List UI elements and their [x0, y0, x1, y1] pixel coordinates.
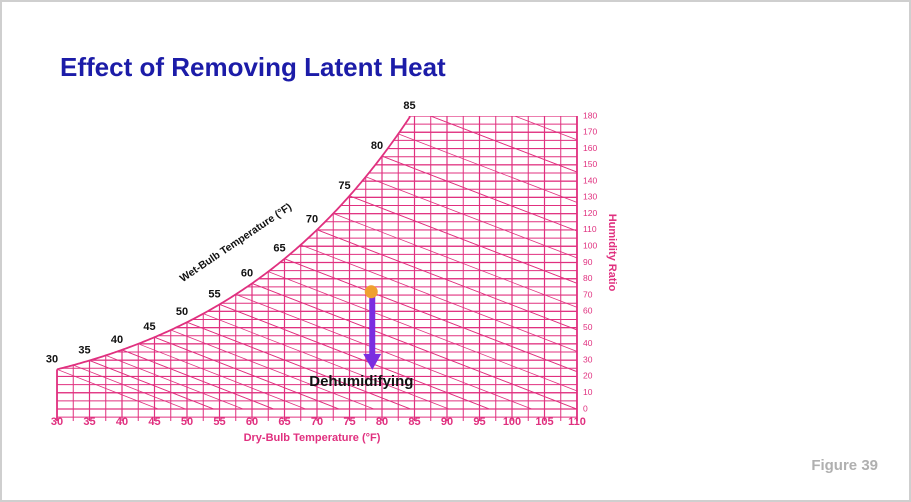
y-tick-label: 160: [583, 143, 597, 153]
x-axis-label: Dry-Bulb Temperature (°F): [244, 432, 381, 444]
y-tick-label: 110: [583, 224, 597, 234]
x-tick-label: 45: [148, 416, 160, 428]
x-tick-label: 60: [246, 416, 258, 428]
x-tick-label: 110: [568, 416, 586, 428]
x-tick-label: 105: [535, 416, 553, 428]
y-tick-label: 50: [583, 322, 593, 332]
wet-bulb-label: 30: [46, 353, 58, 365]
y-tick-label: 40: [583, 338, 593, 348]
y-tick-label: 0: [583, 403, 588, 413]
y-tick-label: 90: [583, 257, 593, 267]
y-tick-label: 130: [583, 192, 597, 202]
x-tick-label: 75: [343, 416, 355, 428]
y-tick-label: 10: [583, 387, 593, 397]
y-tick-label: 120: [583, 208, 597, 218]
wet-bulb-label: 85: [403, 100, 415, 112]
x-tick-label: 55: [213, 416, 225, 428]
y-tick-label: 20: [583, 371, 593, 381]
wet-bulb-line: [121, 349, 274, 410]
y-tick-label: 70: [583, 289, 593, 299]
y-axis-label: Humidity Ratio: [606, 214, 618, 292]
wet-bulb-label: 65: [273, 243, 285, 255]
y-tick-label: 180: [583, 110, 597, 120]
wet-bulb-label: 75: [338, 180, 350, 192]
wet-bulb-line: [89, 360, 214, 410]
wet-bulb-line: [316, 229, 577, 410]
y-tick-label: 100: [583, 240, 597, 250]
process-arrow-shaft: [369, 291, 376, 356]
x-tick-label: 35: [83, 416, 95, 428]
wet-bulb-line: [414, 116, 577, 410]
wet-bulb-line: [235, 293, 532, 410]
wet-bulb-line: [333, 213, 577, 410]
wet-bulb-line: [300, 244, 577, 410]
wet-bulb-label: 60: [241, 267, 253, 279]
wet-bulb-line: [138, 343, 306, 410]
x-tick-label: 50: [181, 416, 193, 428]
wet-bulb-line: [398, 133, 577, 410]
saturation-curve: [56, 116, 411, 371]
x-tick-label: 100: [503, 416, 521, 428]
process-arrowhead: [363, 353, 382, 370]
x-tick-label: 85: [408, 416, 420, 428]
wet-bulb-line: [365, 176, 577, 410]
x-tick-label: 95: [473, 416, 485, 428]
wet-bulb-line: [186, 321, 411, 410]
figure-label: Figure 39: [811, 457, 878, 474]
y-tick-label: 60: [583, 306, 593, 316]
y-tick-label: 30: [583, 354, 593, 364]
y-tick-label: 150: [583, 159, 597, 169]
wet-bulb-line: [203, 313, 450, 410]
wet-bulb-line: [105, 355, 244, 410]
wet-bulb-label: 50: [176, 306, 188, 318]
wet-bulb-line: [381, 155, 577, 410]
wet-bulb-line: [284, 258, 577, 410]
wet-bulb-line: [219, 304, 490, 410]
process-start-point: [364, 285, 378, 299]
x-tick-label: 70: [311, 416, 323, 428]
y-tick-label: 140: [583, 175, 597, 185]
wet-bulb-label: 80: [371, 140, 383, 152]
wet-bulb-line: [268, 271, 577, 410]
wet-bulb-label: 55: [208, 288, 220, 300]
wet-bulb-label: 35: [78, 344, 90, 356]
wet-bulb-label: 40: [111, 334, 123, 346]
wet-bulb-line: [251, 283, 577, 410]
wet-bulb-line: [170, 329, 375, 410]
y-tick-label: 170: [583, 127, 597, 137]
wet-bulb-label: 45: [143, 321, 155, 333]
process-annotation: Dehumidifying: [309, 373, 413, 390]
wet-bulb-line: [349, 195, 577, 410]
x-tick-label: 90: [441, 416, 453, 428]
x-tick-label: 30: [51, 416, 63, 428]
x-tick-label: 80: [376, 416, 388, 428]
x-tick-label: 40: [116, 416, 128, 428]
x-tick-label: 65: [278, 416, 290, 428]
y-tick-label: 80: [583, 273, 593, 283]
slide-title: Effect of Removing Latent Heat: [60, 52, 446, 82]
wet-bulb-line: [73, 364, 186, 410]
wet-bulb-line: [154, 336, 340, 410]
wet-bulb-line: [430, 116, 577, 410]
wet-bulb-label: 70: [306, 214, 318, 226]
wet-bulb-line: [57, 368, 159, 410]
